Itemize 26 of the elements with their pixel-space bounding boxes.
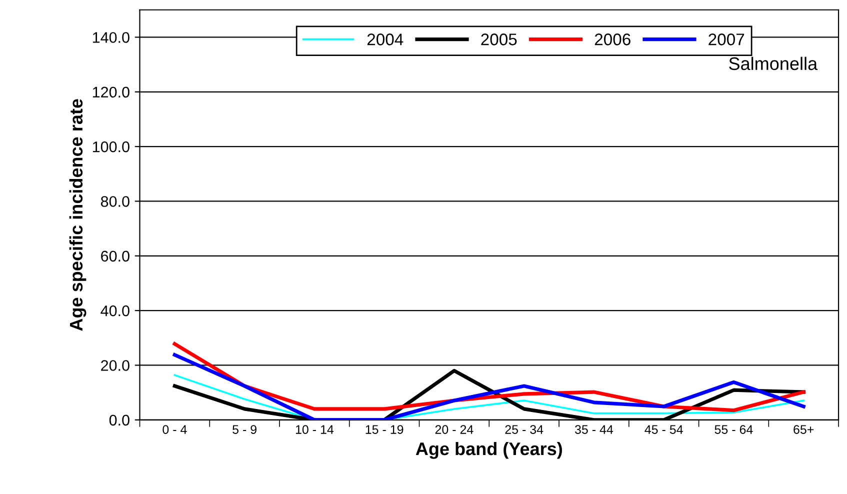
annotation: Salmonella bbox=[729, 56, 818, 70]
legend-label: 2004 bbox=[367, 34, 404, 46]
x-axis-title: Age band (Years) bbox=[416, 442, 562, 459]
line-series bbox=[172, 353, 806, 420]
y-tick-label: 100.0 bbox=[92, 141, 130, 152]
legend-label: 2007 bbox=[708, 34, 744, 46]
x-tick-label: 25 - 34 bbox=[505, 425, 544, 434]
x-tick-label: 20 - 24 bbox=[435, 425, 474, 434]
y-tick-label: 80.0 bbox=[100, 196, 130, 207]
x-tick-label: 15 - 19 bbox=[366, 425, 404, 434]
y-tick-label: 20.0 bbox=[101, 360, 130, 371]
legend-label: 2005 bbox=[481, 34, 517, 46]
x-tick-label: 65+ bbox=[794, 425, 814, 434]
y-tick-label: 140.0 bbox=[92, 32, 130, 43]
x-tick-label: 0 - 4 bbox=[162, 425, 187, 434]
x-tick-label: 5 - 9 bbox=[232, 425, 256, 434]
y-tick-label: 0.0 bbox=[109, 414, 130, 426]
x-tick-label: 10 - 14 bbox=[296, 425, 334, 434]
x-tick-label: 55 - 64 bbox=[714, 425, 753, 434]
y-axis-title: Age specific incidence rate bbox=[69, 99, 86, 331]
x-tick-label: 35 - 44 bbox=[574, 425, 614, 434]
x-tick-label: 45 - 54 bbox=[644, 425, 683, 434]
y-tick-label: 120.0 bbox=[92, 86, 130, 98]
y-tick-label: 60.0 bbox=[101, 250, 130, 262]
y-tick-label: 40.0 bbox=[100, 305, 130, 316]
legend-label: 2006 bbox=[594, 34, 630, 46]
